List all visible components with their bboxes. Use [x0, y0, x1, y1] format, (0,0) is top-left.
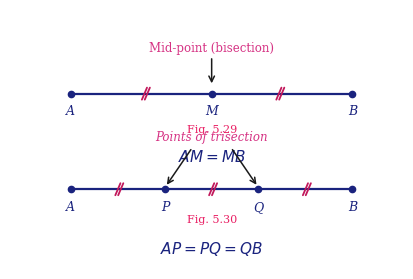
Text: Mid-point (bisection): Mid-point (bisection) — [149, 42, 274, 55]
Text: A: A — [66, 201, 75, 214]
Text: Fig. 5.29: Fig. 5.29 — [187, 125, 237, 135]
Text: M: M — [205, 105, 218, 119]
Text: $AM = MB$: $AM = MB$ — [178, 150, 246, 165]
Text: P: P — [161, 201, 169, 214]
Text: B: B — [348, 201, 357, 214]
Text: Fig. 5.30: Fig. 5.30 — [187, 215, 237, 225]
Text: Q: Q — [253, 201, 263, 214]
Text: Points of trisection: Points of trisection — [155, 131, 268, 144]
Text: A: A — [66, 105, 75, 119]
Text: B: B — [348, 105, 357, 119]
Text: $AP = PQ = QB$: $AP = PQ = QB$ — [160, 240, 263, 258]
